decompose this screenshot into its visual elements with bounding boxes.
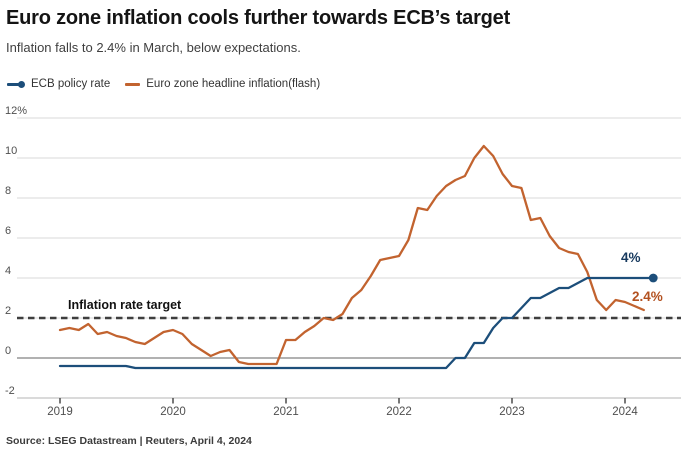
svg-text:2024: 2024 (612, 406, 638, 418)
legend-dot-swatch (18, 80, 25, 88)
inflation-end-value: 2.4% (632, 289, 663, 304)
legend-line-swatch (7, 82, 22, 86)
legend-line-swatch (125, 82, 141, 86)
svg-text:6: 6 (5, 225, 11, 237)
legend-item-ecb-policy-rate: ECB policy rate (7, 78, 110, 90)
svg-text:2: 2 (5, 305, 11, 317)
legend-label-ecb-policy-rate: ECB policy rate (31, 78, 111, 90)
policy-rate-line-dot-icon (7, 80, 25, 88)
svg-text:2022: 2022 (386, 406, 412, 418)
svg-text:8: 8 (5, 185, 11, 197)
svg-text:2021: 2021 (273, 406, 299, 418)
svg-text:-2: -2 (5, 385, 15, 397)
svg-text:12%: 12% (5, 105, 27, 117)
svg-text:0: 0 (5, 345, 11, 357)
chart-subtitle: Inflation falls to 2.4% in March, below … (6, 40, 301, 55)
source-attribution: Source: LSEG Datastream | Reuters, April… (6, 435, 252, 447)
svg-text:2023: 2023 (499, 406, 525, 418)
chart-legend: ECB policy rate Euro zone headline infla… (7, 78, 320, 90)
svg-text:10: 10 (5, 145, 17, 157)
svg-text:4: 4 (5, 265, 11, 277)
legend-item-headline-inflation: Euro zone headline inflation(flash) (125, 78, 320, 90)
policy-rate-end-value: 4% (621, 250, 641, 265)
legend-label-headline-inflation: Euro zone headline inflation(flash) (146, 78, 321, 90)
inflation-target-label: Inflation rate target (68, 298, 182, 312)
svg-text:2019: 2019 (47, 406, 73, 418)
chart-title: Euro zone inflation cools further toward… (6, 7, 511, 29)
inflation-line-icon (125, 82, 141, 86)
svg-text:2020: 2020 (160, 406, 186, 418)
